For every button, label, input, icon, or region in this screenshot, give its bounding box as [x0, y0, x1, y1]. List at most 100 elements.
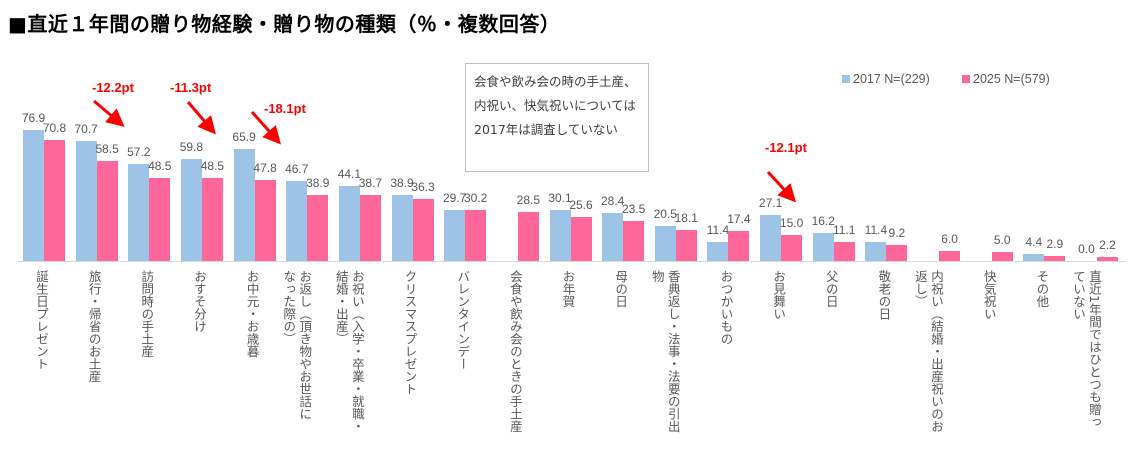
value-label-2017: 29.7 [443, 191, 467, 206]
value-label-2025: 11.1 [833, 223, 856, 238]
value-label-2017: 44.1 [337, 166, 362, 181]
bar-2025 [201, 178, 223, 261]
bar-2017 [23, 130, 44, 261]
diff-annotation: -12.2pt [92, 80, 134, 95]
category-label: お年賀 [560, 270, 576, 308]
bar-2025 [96, 161, 118, 261]
category-label: 父の日 [823, 270, 839, 308]
bar-2017 [760, 214, 782, 261]
category-label: クリスマスプレゼント [402, 270, 418, 395]
value-label-2017: 65.9 [232, 129, 256, 144]
legend-label-2025: 2025 N=(579) [973, 72, 1050, 86]
bar-2025 [939, 250, 961, 261]
bar-2025 [886, 245, 908, 261]
bar-2025 [1097, 257, 1118, 261]
bar-2025 [1044, 256, 1066, 261]
value-label-2025: 17.4 [727, 212, 751, 227]
bar-2025 [675, 230, 697, 261]
bar-2025 [728, 231, 750, 261]
bar-2017 [865, 241, 887, 261]
bar-2025 [781, 235, 803, 261]
value-label-2025: 30.2 [464, 190, 488, 205]
value-label-2025: 23.5 [621, 201, 646, 216]
value-label-2025: 38.9 [306, 175, 330, 190]
note-box: 会食や飲み会の時の手土産、内祝い、快気祝いについては2017年は調査していない [465, 63, 649, 172]
diff-annotation: -12.1pt [765, 140, 807, 155]
value-label-2017: 27.1 [758, 195, 783, 210]
legend-label-2017: 2017 N=(229) [853, 72, 930, 86]
category-label: 会食や飲み会のときの手土産 [507, 270, 523, 433]
bar-2017 [654, 226, 676, 261]
category-label: 誕生日プレゼント [34, 270, 49, 370]
category-label: おつかいもの [718, 270, 734, 345]
value-label-2017: 76.9 [21, 111, 46, 125]
value-label-2025: 2.9 [1046, 237, 1064, 252]
category-label: お返し（頂き物やお世話に なった際の） [281, 270, 313, 420]
value-label-2017: 4.4 [1025, 234, 1043, 249]
bar-2017 [444, 210, 466, 261]
value-label-2025: 70.8 [42, 121, 67, 136]
bar-2017 [75, 140, 97, 261]
bar-2025 [149, 178, 171, 261]
bar-2025 [412, 199, 434, 261]
category-label: 訪問時の手土産 [139, 270, 155, 358]
chart-title: ■直近１年間の贈り物経験・贈り物の種類（％・複数回答） [8, 12, 561, 36]
bar-2025 [517, 212, 539, 261]
bar-2017 [707, 241, 729, 261]
category-label: 快気祝い [981, 270, 997, 320]
bar-2017 [180, 159, 202, 261]
value-label-2025: 18.1 [674, 211, 698, 226]
value-label-2025: 48.5 [148, 159, 172, 174]
category-label: おすそ分け [191, 270, 207, 333]
diff-annotation: -18.1pt [264, 101, 306, 116]
bar-2025 [254, 179, 276, 261]
category-label: その他 [1034, 270, 1050, 308]
value-label-2025: 38.7 [358, 176, 383, 191]
value-label-2017: 70.7 [74, 121, 98, 136]
bar-2025 [44, 140, 65, 261]
legend-item-2017: 2017 N=(229) [842, 72, 930, 86]
bar-2025 [991, 252, 1013, 261]
value-label-2017: 46.7 [285, 162, 309, 177]
value-label-2017: 11.4 [706, 222, 730, 237]
value-label-2025: 5.0 [993, 233, 1011, 248]
category-label: 直近1年間ではひとつも贈っ ていない [1071, 270, 1102, 428]
arrow-icon [250, 111, 281, 145]
category-label: バレンタインデー [455, 270, 471, 370]
category-label: 内祝い（結婚・出産祝いのお 返し） [913, 270, 945, 433]
value-label-2025: 58.5 [95, 142, 119, 157]
category-label: お祝い（入学・卒業・就職・ 結婚・出産） [333, 270, 365, 433]
value-label-2017: 57.2 [127, 144, 151, 159]
value-label-2017: 16.2 [811, 214, 835, 229]
value-label-2025: 28.5 [516, 193, 541, 208]
value-label-2017: 20.5 [653, 207, 677, 222]
diff-annotation: -11.3pt [170, 80, 212, 95]
bar-2025 [623, 220, 645, 261]
category-label: お中元・お歳暮 [244, 270, 260, 358]
value-label-2025: 9.2 [888, 226, 906, 241]
bar-2017 [338, 185, 360, 261]
arrow-icon [766, 170, 797, 203]
legend-swatch-2017 [842, 75, 850, 83]
arrow-icon [93, 99, 125, 127]
bar-2025 [307, 194, 329, 261]
bar-2017 [391, 194, 413, 261]
value-label-2025: 48.5 [200, 159, 225, 174]
value-label-2017: 11.4 [864, 222, 888, 237]
category-label: 旅行・帰省のお土産 [86, 270, 102, 383]
bar-2017 [286, 181, 308, 261]
bar-2025 [465, 209, 487, 261]
x-axis-line [18, 261, 1126, 262]
bar-2017 [128, 163, 150, 261]
bar-2025 [833, 242, 855, 261]
bar-2017 [1023, 253, 1045, 261]
legend-swatch-2025 [962, 75, 970, 83]
bar-2017 [549, 209, 571, 261]
value-label-2017: 28.4 [600, 193, 625, 208]
value-label-2017: 38.9 [390, 175, 414, 190]
value-label-2025: 36.3 [411, 180, 435, 195]
category-label: 香典返し・法事・法要の引出 物 [649, 270, 681, 433]
legend-item-2025: 2025 N=(579) [962, 72, 1050, 86]
